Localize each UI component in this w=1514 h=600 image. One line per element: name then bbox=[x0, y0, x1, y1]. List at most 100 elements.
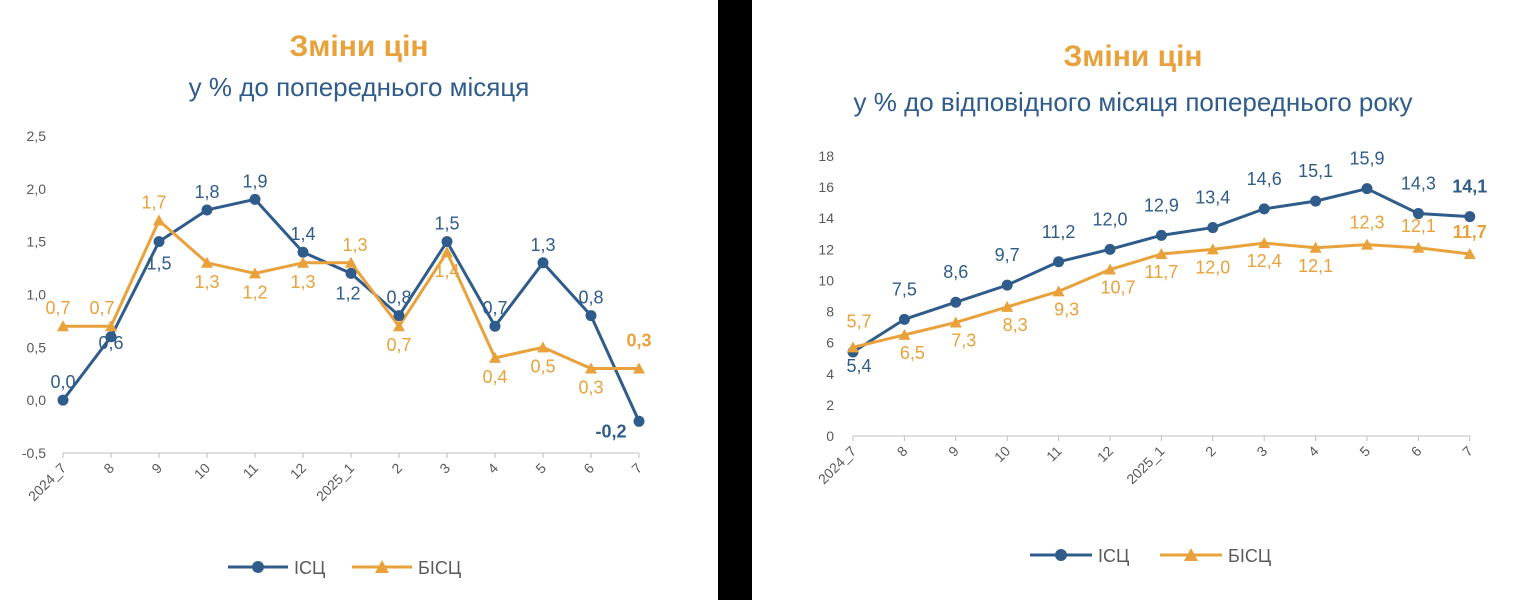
chart-title: Зміни цін bbox=[289, 30, 429, 63]
y-tick-label: 2 bbox=[826, 397, 834, 413]
x-tick-label: 8 bbox=[100, 460, 117, 477]
bisc-data-label: 12,3 bbox=[1349, 213, 1384, 233]
y-tick-label: 0,5 bbox=[27, 339, 47, 355]
bisc-data-label: 11,7 bbox=[1145, 262, 1179, 282]
bisc-data-point bbox=[105, 320, 117, 332]
x-tick-label: 4 bbox=[484, 460, 501, 477]
isc-data-point bbox=[1155, 229, 1167, 241]
bisc-data-label: 5,7 bbox=[846, 311, 871, 331]
legend-marker-triangle bbox=[375, 560, 389, 573]
bisc-data-label: 0,7 bbox=[89, 298, 114, 318]
x-tick-label: 12 bbox=[1094, 443, 1116, 465]
chart-panel-yearly: Зміни цін у % до відповідного місяця поп… bbox=[752, 0, 1514, 600]
bisc-data-label: 1,4 bbox=[434, 261, 459, 281]
bisc-data-point bbox=[537, 341, 549, 353]
x-tick-label: 2024_7 bbox=[25, 460, 69, 504]
isc-data-point bbox=[633, 415, 645, 427]
y-tick-label: 2,5 bbox=[27, 128, 47, 144]
isc-data-label: 14,3 bbox=[1401, 174, 1436, 194]
isc-data-label: 11,2 bbox=[1042, 222, 1076, 242]
x-tick-label: 9 bbox=[945, 443, 962, 460]
isc-data-label: 14,1 bbox=[1452, 177, 1487, 197]
x-tick-label: 10 bbox=[991, 443, 1013, 465]
bisc-data-point bbox=[153, 214, 165, 226]
bisc-data-label: 1,7 bbox=[141, 193, 166, 213]
bisc-data-point bbox=[489, 351, 501, 363]
bisc-data-point bbox=[201, 256, 213, 268]
isc-data-label: 7,5 bbox=[892, 279, 917, 299]
isc-data-point bbox=[1361, 183, 1373, 195]
isc-data-point bbox=[57, 394, 69, 406]
isc-data-label: 0,6 bbox=[98, 333, 123, 353]
isc-data-point bbox=[297, 246, 309, 258]
isc-data-label: 0,8 bbox=[386, 288, 411, 308]
bisc-data-label: 12,0 bbox=[1195, 257, 1230, 277]
x-tick-label: 5 bbox=[532, 460, 549, 477]
isc-data-label: 1,5 bbox=[146, 254, 171, 274]
isc-data-point bbox=[1310, 195, 1322, 207]
isc-data-point bbox=[393, 310, 405, 322]
y-tick-label: 0 bbox=[826, 428, 834, 444]
legend-marker-triangle bbox=[1184, 548, 1198, 561]
bisc-data-point bbox=[585, 362, 597, 374]
bisc-data-point bbox=[1104, 263, 1116, 275]
x-tick-label: 4 bbox=[1305, 443, 1322, 460]
bisc-data-label: 0,3 bbox=[578, 377, 603, 397]
isc-data-label: 1,8 bbox=[194, 182, 219, 202]
isc-data-label: 1,5 bbox=[434, 214, 459, 234]
isc-data-point bbox=[441, 236, 453, 248]
bisc-data-point bbox=[1412, 241, 1425, 253]
isc-data-point bbox=[1258, 203, 1270, 215]
isc-data-label: 9,7 bbox=[995, 245, 1020, 265]
bisc-data-point bbox=[1155, 248, 1168, 259]
bisc-data-point bbox=[1001, 300, 1014, 312]
isc-data-point bbox=[1412, 208, 1424, 220]
bisc-data-label: 0,5 bbox=[530, 356, 555, 376]
isc-data-label: 1,3 bbox=[530, 235, 555, 255]
x-tick-label: 7 bbox=[1459, 443, 1476, 460]
legend-label: БІСЦ bbox=[418, 558, 461, 578]
bisc-data-label: 0,7 bbox=[386, 335, 411, 355]
chart-subtitle: у % до відповідного місяця попереднього … bbox=[853, 87, 1413, 117]
isc-series-line bbox=[61, 197, 641, 422]
isc-data-label: 15,1 bbox=[1298, 161, 1333, 181]
chart-title: Зміни цін bbox=[1063, 40, 1203, 73]
x-tick-label: 2 bbox=[388, 460, 405, 477]
y-tick-label: 1,5 bbox=[27, 234, 47, 250]
x-tick-label: 2025_1 bbox=[1123, 443, 1167, 487]
x-tick-label: 3 bbox=[436, 460, 453, 477]
bisc-data-label: 1,3 bbox=[342, 235, 367, 255]
isc-data-label: 0,7 bbox=[482, 298, 507, 318]
isc-data-point bbox=[201, 204, 213, 216]
bisc-data-point bbox=[949, 316, 962, 328]
bisc-data-point bbox=[1309, 241, 1322, 253]
legend-marker-circle bbox=[252, 561, 264, 573]
x-tick-label: 6 bbox=[1408, 443, 1425, 460]
isc-data-point bbox=[105, 331, 117, 343]
y-tick-label: 4 bbox=[826, 366, 834, 382]
isc-data-point bbox=[1104, 243, 1116, 255]
legend-label: БІСЦ bbox=[1228, 546, 1271, 566]
bisc-data-label: 0,4 bbox=[482, 367, 507, 387]
bisc-data-point bbox=[1258, 237, 1271, 249]
bisc-data-label: 1,2 bbox=[242, 282, 267, 302]
x-tick-label: 7 bbox=[628, 460, 645, 477]
bisc-data-point bbox=[1361, 238, 1373, 250]
isc-data-point bbox=[345, 267, 357, 279]
y-tick-label: 10 bbox=[818, 272, 834, 288]
y-tick-label: -0,5 bbox=[22, 445, 46, 461]
bisc-data-label: 12,1 bbox=[1401, 216, 1436, 236]
y-tick-label: 0,0 bbox=[27, 392, 47, 408]
x-tick-label: 6 bbox=[580, 460, 597, 477]
x-tick-label: 2 bbox=[1202, 443, 1219, 460]
isc-data-point bbox=[153, 236, 165, 248]
bisc-data-point bbox=[1052, 285, 1065, 297]
bisc-data-label: 1,3 bbox=[290, 272, 315, 292]
bisc-data-label: 1,3 bbox=[194, 272, 219, 292]
bisc-data-label: 10,7 bbox=[1100, 278, 1135, 298]
isc-data-label: 8,6 bbox=[943, 262, 968, 282]
y-tick-label: 18 bbox=[818, 148, 834, 164]
y-tick-label: 14 bbox=[818, 210, 834, 226]
